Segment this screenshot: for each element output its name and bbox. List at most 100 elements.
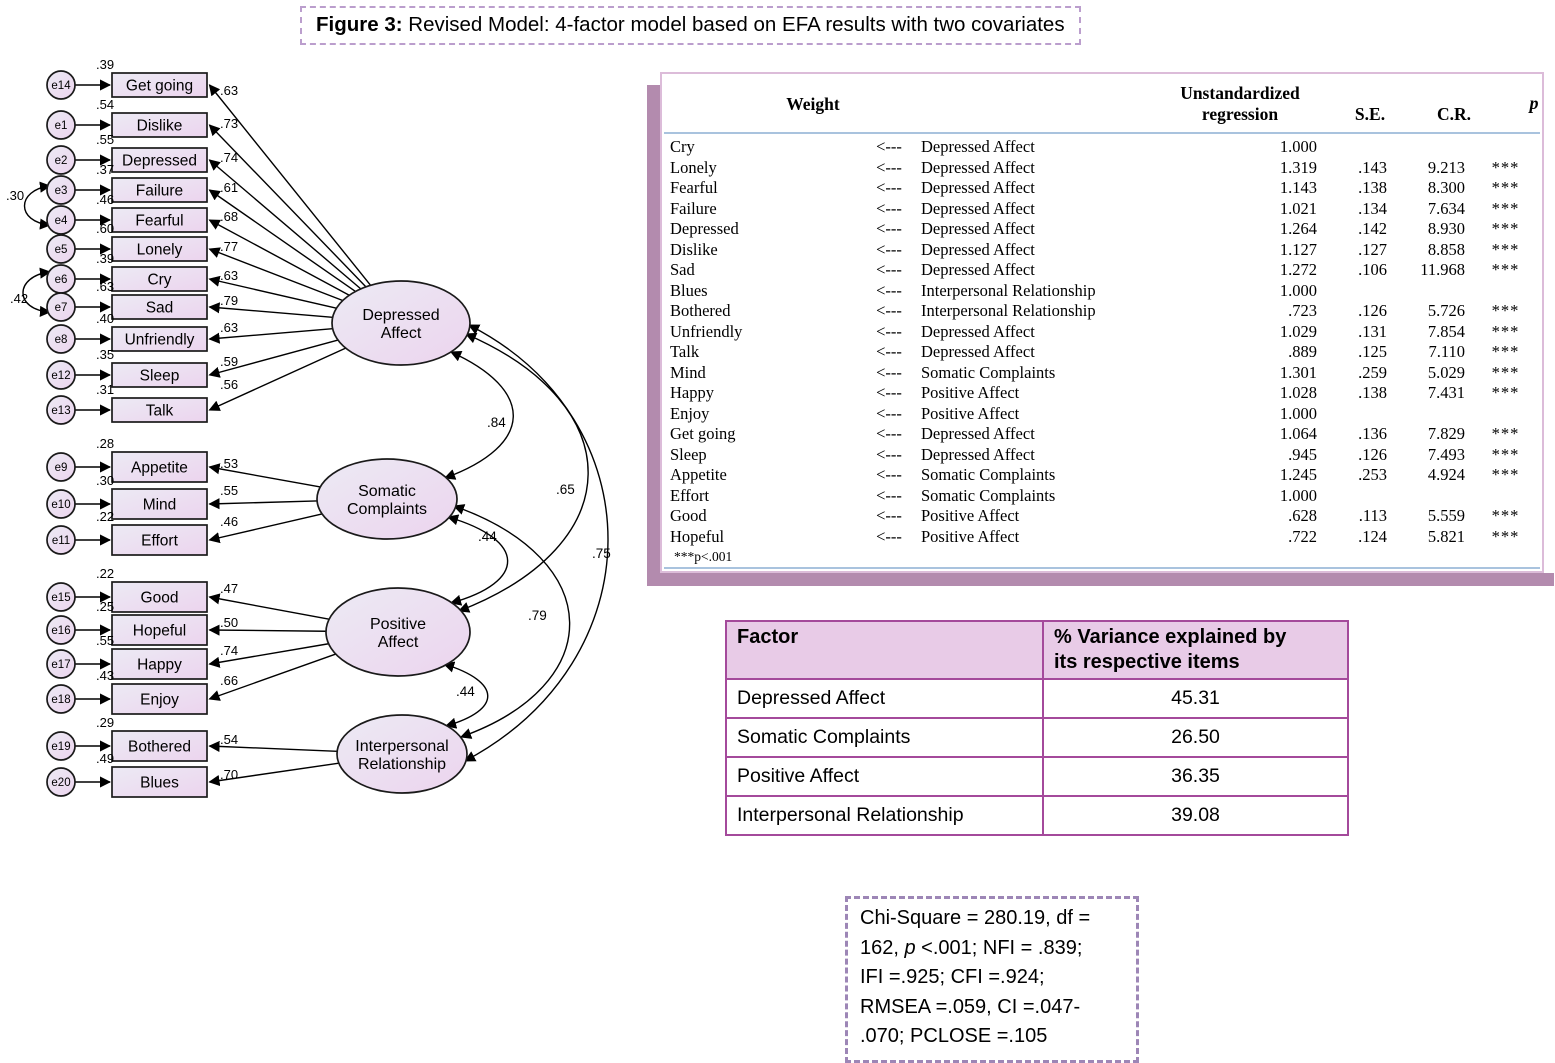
cell-arrow: <--- <box>876 383 902 402</box>
factor-table-row: Positive Affect 36.35 <box>725 756 1349 797</box>
cell-cr: 7.854 <box>1427 321 1465 341</box>
loading-label: .70 <box>220 767 238 782</box>
diagram-shapes-layer <box>46 70 471 798</box>
cell-p <box>1465 404 1546 425</box>
error-circle-e19 <box>46 731 76 761</box>
error-circle-e15 <box>46 582 76 612</box>
cell-arrow: <--- <box>876 485 902 505</box>
factor-table-row: Depressed Affect 45.31 <box>725 678 1349 719</box>
cell-item: Failure <box>670 198 717 218</box>
indicator-box-failure <box>111 177 208 203</box>
cell-arrow: <--- <box>876 219 902 238</box>
cell-se: .143 <box>1358 157 1387 177</box>
loading-label: .68 <box>220 209 238 224</box>
error-circle-e11 <box>46 525 76 555</box>
cell-p: *** <box>1491 444 1520 464</box>
variance-value-cell: 26.50 <box>1042 717 1349 758</box>
regression-row: Sad <--- Depressed Affect 1.272 .106 11.968 **… <box>662 260 1542 281</box>
loading-arrow-fearful <box>208 219 350 296</box>
loading-arrow-mind <box>208 498 318 510</box>
variance-header-line2: its respective items <box>1054 651 1240 673</box>
factor-name-cell: Interpersonal Relationship <box>725 795 1044 836</box>
regression-row: Mind <--- Somatic Complaints 1.301 .259 5.029… <box>662 363 1542 384</box>
cell-factor: Somatic Complaints <box>921 485 1056 505</box>
cell-estimate: 1.000 <box>1279 137 1317 156</box>
regression-row: Sleep <--- Depressed Affect .945 .126 7.493 **… <box>662 445 1542 466</box>
error-circle-e20 <box>46 767 76 797</box>
cell-arrow: <--- <box>876 424 902 443</box>
indicator-box-get-going <box>111 72 208 98</box>
factor-ellipse-positive-affect <box>325 587 471 677</box>
indicator-box-sad <box>111 294 208 320</box>
figure-title: Figure 3: Revised Model: 4-factor model … <box>300 6 1081 45</box>
variance-label: .39 <box>96 251 114 266</box>
cell-factor: Somatic Complaints <box>921 362 1056 382</box>
cell-factor: Depressed Affect <box>921 444 1035 464</box>
cell-item: Enjoy <box>670 403 710 423</box>
regression-row: Lonely <--- Depressed Affect 1.319 .143 9.213… <box>662 158 1542 179</box>
factor-covariance-label: .44 <box>478 529 497 544</box>
cell-se: .131 <box>1358 321 1387 341</box>
indicator-label: Failure <box>136 183 183 200</box>
cell-arrow: <--- <box>876 362 902 382</box>
error-label: e5 <box>55 244 68 256</box>
cell-arrow: <--- <box>876 157 902 177</box>
cell-factor: Depressed Affect <box>921 424 1035 443</box>
loading-label: .63 <box>220 268 238 283</box>
indicator-box-cry <box>111 266 208 292</box>
cell-estimate: 1.127 <box>1279 239 1317 259</box>
indicator-label: Mind <box>143 497 177 514</box>
variance-header-line1: % Variance explained by <box>1054 626 1287 648</box>
cell-cr: 5.029 <box>1427 362 1465 382</box>
cell-se: .125 <box>1358 342 1387 361</box>
error-circle-e18 <box>46 684 76 714</box>
variance-label: .40 <box>96 311 114 326</box>
factor-covariance-path <box>446 514 509 606</box>
error-label: e15 <box>51 592 70 604</box>
indicator-box-appetite <box>111 451 208 483</box>
variance-value-cell: 45.31 <box>1042 678 1349 719</box>
cell-se: .134 <box>1358 198 1387 218</box>
cell-item: Depressed <box>670 219 739 238</box>
cell-p: *** <box>1491 219 1520 238</box>
error-label: e12 <box>51 370 70 382</box>
header-se: S.E. <box>1354 104 1386 124</box>
cell-se: .126 <box>1358 444 1387 464</box>
loading-arrow-happy <box>208 643 329 668</box>
variance-label: .28 <box>96 436 114 451</box>
indicator-box-fearful <box>111 207 208 233</box>
error-label: e4 <box>55 215 68 227</box>
variance-label: .54 <box>96 97 114 112</box>
cell-p <box>1465 281 1546 302</box>
loading-label: .66 <box>220 673 238 688</box>
indicator-box-dislike <box>111 112 208 138</box>
regression-panel-shadow-left <box>647 85 661 586</box>
cell-item: Sleep <box>670 444 707 464</box>
regression-panel-shadow-bottom <box>647 573 1554 586</box>
variance-label: .46 <box>96 192 114 207</box>
variance-label: .39 <box>96 57 114 72</box>
loading-arrow-enjoy <box>208 653 336 701</box>
factor-label-somatic-complaints: Complaints <box>347 501 427 518</box>
loading-arrow-failure <box>208 189 356 293</box>
error-circle-e9 <box>46 452 76 482</box>
error-circle-e14 <box>46 70 76 100</box>
cell-p: *** <box>1491 321 1520 341</box>
cell-estimate: 1.301 <box>1279 362 1317 382</box>
error-circle-e2 <box>46 145 76 175</box>
indicator-label: Sleep <box>140 368 180 385</box>
loading-label: .55 <box>220 483 238 498</box>
factor-table-row: Somatic Complaints 26.50 <box>725 717 1349 758</box>
indicator-label: Talk <box>146 403 174 420</box>
cell-arrow: <--- <box>876 444 902 464</box>
loading-arrow-good <box>208 593 330 620</box>
header-unstandardized-regression: Unstandardized regression <box>1160 83 1320 125</box>
cell-p: *** <box>1491 301 1520 320</box>
regression-weights-table: Weight Unstandardized regression S.E. C.… <box>660 72 1544 573</box>
factor-covariance-path <box>464 324 609 762</box>
factor-label-positive-affect: Positive <box>370 616 426 633</box>
regression-table-rows: Cry <--- Depressed Affect 1.000 Lonely <--- De… <box>662 134 1542 547</box>
loading-arrow-blues <box>208 762 339 787</box>
indicator-label: Sad <box>146 300 174 317</box>
indicator-label: Hopeful <box>133 623 186 640</box>
